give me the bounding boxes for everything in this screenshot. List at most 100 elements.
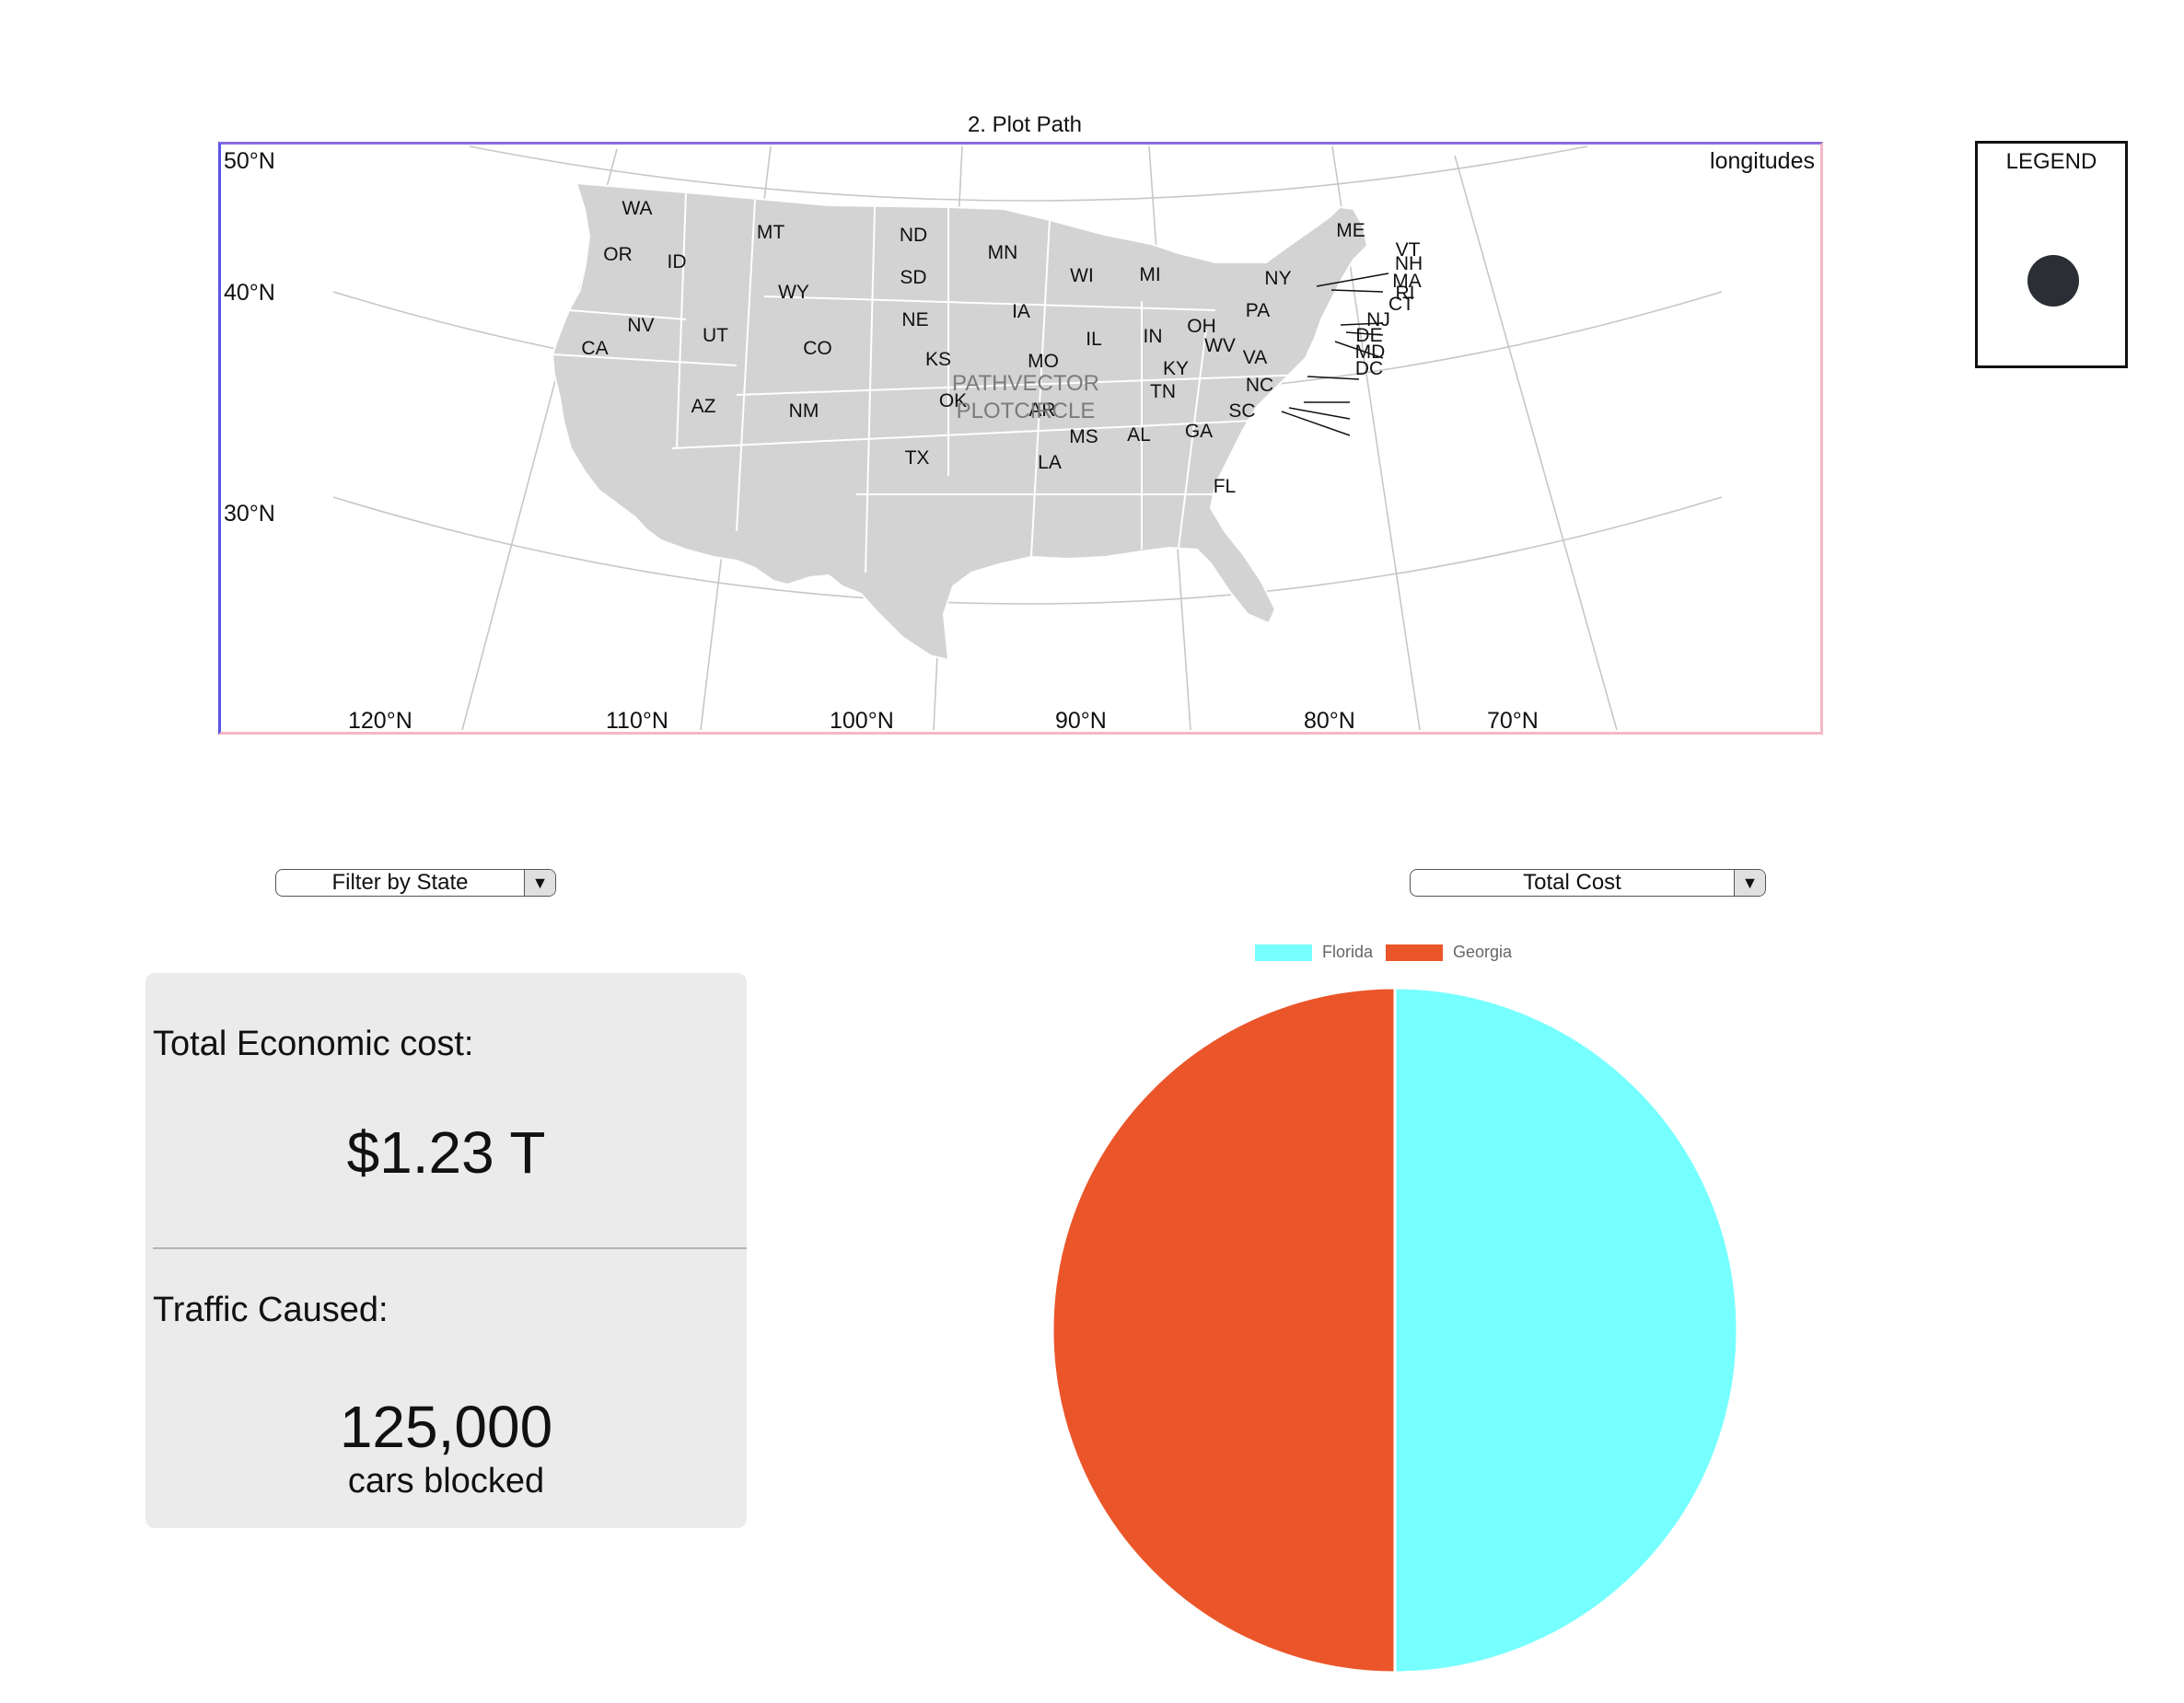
state-label-in: IN <box>1144 326 1163 347</box>
state-label-or: OR <box>603 244 633 265</box>
pie-legend-label: Florida <box>1322 943 1374 961</box>
state-label-vt: VT <box>1396 239 1421 261</box>
lon-label-100: 100°N <box>830 708 894 734</box>
state-label-sd: SD <box>900 267 926 288</box>
state-border <box>1030 219 1051 558</box>
stats-divider <box>153 1247 747 1249</box>
stats-card: Total Economic cost: $1.23 T Traffic Cau… <box>145 973 747 1528</box>
lat-label-30: 30°N <box>224 501 275 527</box>
state-label-nc: NC <box>1246 375 1273 396</box>
chevron-down-icon[interactable]: ▼ <box>524 870 555 896</box>
state-border <box>568 309 687 320</box>
state-label-ia: IA <box>1012 301 1030 322</box>
pie-legend-item-georgia[interactable]: Georgia <box>1386 943 1512 962</box>
state-label-fl: FL <box>1214 476 1237 497</box>
cost-value: $1.23 T <box>346 1119 546 1186</box>
traffic-value: 125,000 <box>339 1394 553 1460</box>
pie-slice-florida[interactable] <box>1393 986 1739 1674</box>
state-label-tn: TN <box>1150 381 1176 402</box>
lat-label-40: 40°N <box>224 280 275 306</box>
state-label-nh: NH <box>1395 253 1423 274</box>
pie-legend-swatch <box>1386 944 1444 961</box>
state-label-il: IL <box>1086 329 1102 350</box>
state-border <box>736 374 1308 396</box>
state-label-de: DE <box>1355 325 1382 346</box>
state-label-nv: NV <box>627 315 654 336</box>
leader-line <box>1316 272 1389 287</box>
lat-label-50: 50°N <box>224 148 275 174</box>
state-label-ct: CT <box>1388 294 1414 315</box>
state-label-ar: AR <box>1028 400 1055 421</box>
leader-line <box>1281 411 1351 436</box>
legend-box: LEGEND <box>1975 141 2128 368</box>
leader-lines <box>1281 272 1389 436</box>
overlay-line-1: PATHVECTOR <box>952 371 1099 396</box>
pie-slice-georgia[interactable] <box>1051 986 1397 1674</box>
state-label-tx: TX <box>905 447 930 469</box>
pie-legend-label: Georgia <box>1453 943 1513 961</box>
leader-line <box>1340 322 1384 326</box>
cost-heading: Total Economic cost: <box>153 1025 474 1063</box>
longitudes-label: longitudes <box>1710 148 1815 174</box>
state-label-ky: KY <box>1163 358 1189 379</box>
state-border <box>1178 328 1207 549</box>
state-label-ms: MS <box>1069 426 1098 447</box>
state-label-wa: WA <box>622 198 652 219</box>
metric-select-label: Total Cost <box>1523 870 1621 895</box>
state-label-ut: UT <box>703 325 728 346</box>
state-border <box>763 295 1216 311</box>
pie-legend: Florida Georgia <box>1255 943 1525 962</box>
state-label-al: AL <box>1127 424 1151 446</box>
overlay-line-2: PLOTCIRCLE <box>957 399 1096 423</box>
legend-title: LEGEND <box>2005 149 2097 174</box>
state-label-ny: NY <box>1264 268 1291 289</box>
traffic-heading: Traffic Caused: <box>153 1291 389 1329</box>
state-label-mi: MI <box>1139 264 1160 285</box>
state-label-mn: MN <box>988 242 1018 263</box>
state-label-ri: RI <box>1396 283 1415 304</box>
state-border <box>736 199 756 532</box>
state-labels: WA OR CA ID NV MT WY UT AZ CO NM ND SD NE KS OK TX MN IA MO… <box>581 198 1423 497</box>
state-label-sc: SC <box>1228 400 1255 422</box>
state-label-ks: KS <box>925 349 951 370</box>
state-label-co: CO <box>803 338 832 359</box>
state-label-md: MD <box>1355 342 1386 363</box>
latitude-line-50 <box>469 145 1588 202</box>
traffic-unit: cars blocked <box>347 1462 545 1500</box>
state-label-ne: NE <box>901 309 928 330</box>
state-label-ga: GA <box>1185 421 1213 442</box>
leader-line <box>1330 289 1384 293</box>
chevron-down-icon[interactable]: ▼ <box>1734 870 1765 896</box>
state-label-wi: WI <box>1070 265 1094 286</box>
state-filter-dropdown[interactable]: Filter by State ▼ <box>275 869 556 897</box>
map-title: 2. Plot Path <box>967 112 1083 137</box>
leader-line <box>1288 407 1351 420</box>
lon-label-70: 70°N <box>1487 708 1539 734</box>
state-label-ok: OK <box>939 390 967 411</box>
pie-legend-swatch <box>1255 944 1312 961</box>
state-border <box>676 191 687 449</box>
state-label-dc: DC <box>1355 358 1383 379</box>
state-label-mt: MT <box>757 222 784 243</box>
state-label-va: VA <box>1243 347 1267 368</box>
longitude-line-70 <box>1454 155 1618 731</box>
metric-select-dropdown[interactable]: Total Cost ▼ <box>1410 869 1766 897</box>
state-label-mo: MO <box>1028 351 1059 372</box>
us-map-panel[interactable]: WA OR CA ID NV MT WY UT AZ CO NM ND SD NE KS OK TX MN IA MO… <box>218 142 1823 735</box>
lon-label-110: 110°N <box>606 708 668 734</box>
legend-marker-dot <box>2027 255 2079 307</box>
state-label-la: LA <box>1038 452 1062 473</box>
us-map-canvas[interactable]: WA OR CA ID NV MT WY UT AZ CO NM ND SD NE KS OK TX MN IA MO… <box>221 145 1820 732</box>
state-border <box>671 420 1253 449</box>
us-landmass-shape <box>551 181 1369 662</box>
state-filter-label: Filter by State <box>331 870 469 895</box>
state-label-wv: WV <box>1204 335 1236 356</box>
pie-legend-item-florida[interactable]: Florida <box>1255 943 1373 962</box>
state-label-pa: PA <box>1246 300 1270 321</box>
state-label-wy: WY <box>778 282 809 303</box>
pie-chart[interactable] <box>1040 976 1749 1685</box>
leader-line <box>1307 376 1360 380</box>
state-label-ca: CA <box>581 338 608 359</box>
lon-label-120: 120°N <box>348 708 412 734</box>
state-label-nm: NM <box>789 400 819 422</box>
